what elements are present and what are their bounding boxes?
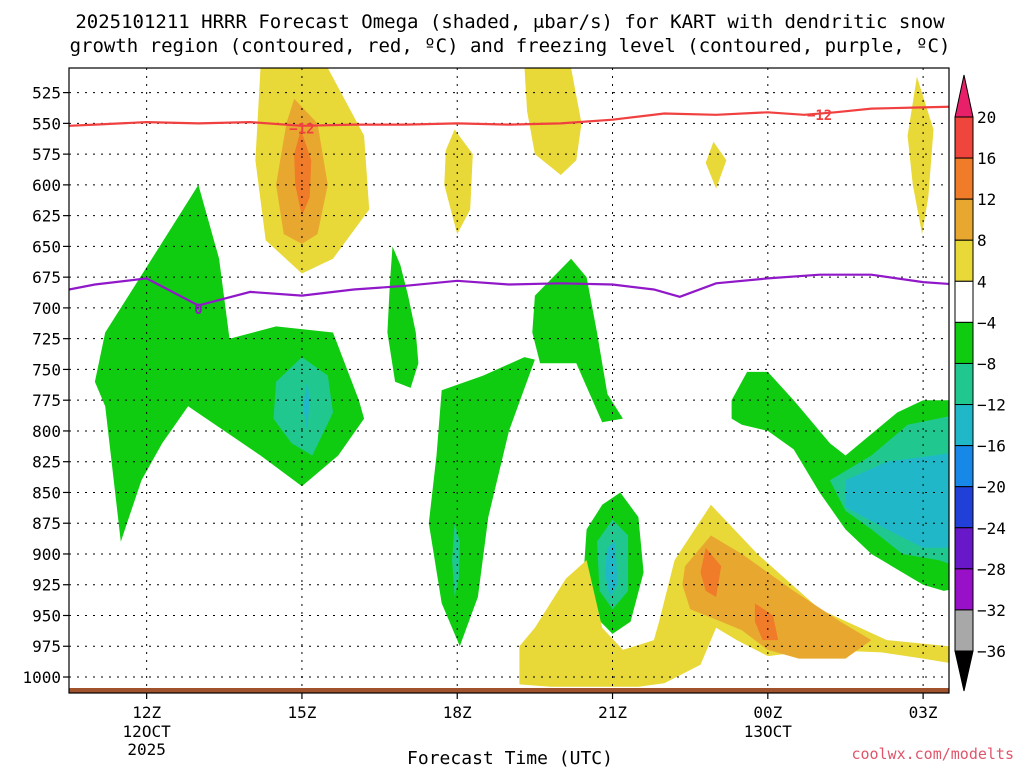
ytick-label-825: 825 — [32, 453, 61, 472]
contour-label-1: −12 — [807, 108, 832, 124]
omega-region-16 — [604, 541, 618, 597]
colorbar-label-11: −28 — [977, 560, 1006, 579]
colorbar-label-6: −8 — [977, 354, 996, 373]
ytick-label-775: 775 — [32, 391, 61, 410]
colorbar-box-11 — [954, 527, 974, 570]
colorbar-box-8 — [954, 404, 974, 447]
xtick-label-15Z: 15Z — [287, 703, 316, 722]
surface-bar — [69, 688, 949, 693]
xtick-label-00Z: 00Z — [753, 703, 782, 722]
ytick-label-550: 550 — [32, 114, 61, 133]
ytick-label-1000: 1000 — [22, 668, 61, 687]
x-axis-label: Forecast Time (UTC) — [407, 748, 613, 768]
omega-region-18 — [682, 535, 872, 659]
colorbar-label-3: 8 — [977, 231, 987, 250]
credit-text: coolwx.com/modelts — [851, 745, 1014, 763]
xtick-date-00Z: 13OCT — [744, 722, 793, 741]
colorbar-box-5 — [954, 280, 974, 323]
colorbar-label-9: −20 — [977, 478, 1006, 497]
chart-title-line1: 2025101211 HRRR Forecast Omega (shaded, … — [75, 11, 945, 33]
colorbar-label-1: 16 — [977, 149, 996, 168]
omega-region-13 — [532, 258, 623, 423]
ytick-label-950: 950 — [32, 606, 61, 625]
omega-region-7 — [94, 184, 365, 542]
colorbar-label-0: 20 — [977, 108, 996, 127]
contour-label-0: −12 — [289, 121, 314, 137]
colorbar-box-13 — [954, 609, 974, 652]
plot-frame — [68, 67, 950, 694]
colorbar-label-10: −24 — [977, 519, 1006, 538]
xtick-date-12Z: 12OCT — [123, 722, 172, 741]
ytick-label-625: 625 — [32, 207, 61, 226]
ytick-label-850: 850 — [32, 483, 61, 502]
ytick-label-900: 900 — [32, 545, 61, 564]
colorbar-box-7 — [954, 362, 974, 406]
ytick-label-525: 525 — [32, 84, 61, 103]
colorbar-box-6 — [954, 321, 974, 364]
colorbar-bottom-arrow — [954, 650, 974, 692]
omega-region-9 — [303, 381, 310, 431]
colorbar-box-2 — [954, 157, 974, 200]
colorbar-box-4 — [954, 239, 974, 282]
gridlines — [69, 68, 949, 693]
omega-region-12 — [452, 523, 460, 597]
xtick-label-12Z: 12Z — [132, 703, 161, 722]
colorbar-label-2: 12 — [977, 190, 996, 209]
omega-region-6 — [907, 76, 934, 235]
ytick-label-975: 975 — [32, 637, 61, 656]
colorbar-label-7: −12 — [977, 396, 1006, 415]
y-axis: 525 550 575 600 625 650 675 700 725 750 775 800 825 8… — [22, 84, 69, 687]
colorbar-label-8: −16 — [977, 437, 1006, 456]
colorbar-box-3 — [954, 198, 974, 241]
colorbar-label-13: −36 — [977, 642, 1006, 661]
colorbar-label-12: −32 — [977, 601, 1006, 620]
colorbar-box-1 — [954, 116, 974, 159]
xtick-label-21Z: 21Z — [598, 703, 627, 722]
colorbar: 20 16 12 8 4 −4 −8 −12 −16 −20 −24 −28 −32 −36 — [954, 74, 1006, 692]
colorbar-top-arrow — [954, 74, 974, 118]
xtick-year-12Z: 2025 — [127, 740, 166, 759]
ytick-label-675: 675 — [32, 268, 61, 287]
omega-region-20 — [754, 603, 779, 641]
contour-label-2: 0 — [194, 302, 202, 318]
ytick-label-650: 650 — [32, 237, 61, 256]
xtick-label-03Z: 03Z — [909, 703, 938, 722]
ytick-label-750: 750 — [32, 360, 61, 379]
chart-title-line2: growth region (contoured, red, ºC) and f… — [70, 35, 951, 57]
xtick-label-18Z: 18Z — [443, 703, 472, 722]
omega-region-4 — [444, 129, 473, 235]
colorbar-label-5: −4 — [977, 313, 996, 332]
colorbar-label-4: 4 — [977, 272, 987, 291]
ytick-label-925: 925 — [32, 576, 61, 595]
ytick-label-725: 725 — [32, 330, 61, 349]
omega-region-2 — [294, 129, 312, 216]
colorbar-box-12 — [954, 568, 974, 611]
omega-region-10 — [387, 246, 419, 388]
colorbar-box-9 — [954, 445, 974, 488]
ytick-label-700: 700 — [32, 299, 61, 318]
contours: −12 −12 0 — [69, 105, 949, 318]
omega-region-3 — [524, 68, 582, 175]
contour-line-0 — [69, 105, 949, 127]
omega-region-5 — [705, 141, 727, 189]
ytick-label-875: 875 — [32, 514, 61, 533]
ytick-label-800: 800 — [32, 422, 61, 441]
omega-region-19 — [700, 547, 722, 597]
omega-shading — [94, 68, 949, 687]
contour-line-1 — [69, 273, 949, 307]
ytick-label-575: 575 — [32, 145, 61, 164]
ytick-label-600: 600 — [32, 176, 61, 195]
colorbar-box-10 — [954, 486, 974, 529]
